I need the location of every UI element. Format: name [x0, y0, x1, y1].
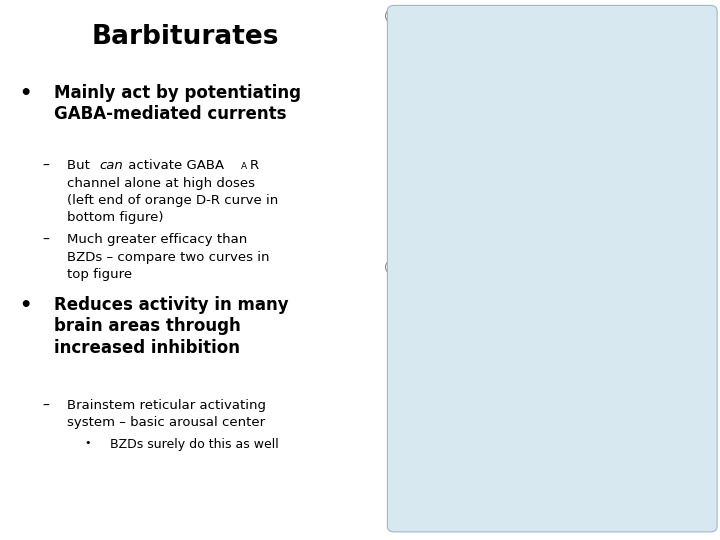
- Text: GABA +
maximal
midazolam: GABA + maximal midazolam: [530, 345, 572, 375]
- Text: •: •: [19, 296, 32, 315]
- Text: R: R: [250, 159, 258, 172]
- Text: Low GABA +
midazolam: Low GABA + midazolam: [439, 157, 487, 176]
- Text: GABA alone: GABA alone: [624, 429, 669, 438]
- Text: •: •: [19, 84, 32, 103]
- Text: BZDs surely do this as well: BZDs surely do this as well: [109, 438, 279, 451]
- Text: Low GABA
alone: Low GABA alone: [644, 198, 683, 217]
- Text: Barbiturates: Barbiturates: [91, 24, 279, 50]
- Text: top figure: top figure: [68, 268, 132, 281]
- Y-axis label: Cl⁻ current (% maximum): Cl⁻ current (% maximum): [400, 328, 410, 444]
- Text: But: But: [68, 159, 94, 172]
- Text: A: A: [388, 11, 397, 21]
- Text: bottom figure): bottom figure): [68, 211, 164, 224]
- Text: system – basic arousal center: system – basic arousal center: [68, 416, 266, 429]
- Text: Low GABA +
pentobarbital: Low GABA + pentobarbital: [582, 68, 634, 86]
- Text: GABA + high-dose
pentobarbital: GABA + high-dose pentobarbital: [442, 326, 512, 345]
- Text: BZDs – compare two curves in: BZDs – compare two curves in: [68, 251, 270, 264]
- Text: Brainstem reticular activating: Brainstem reticular activating: [68, 399, 266, 411]
- Text: –: –: [42, 233, 49, 247]
- X-axis label: GABA (Molar): GABA (Molar): [539, 511, 599, 521]
- Text: activate GABA: activate GABA: [124, 159, 224, 172]
- Text: can: can: [99, 159, 123, 172]
- Text: A: A: [240, 162, 247, 171]
- Text: B: B: [388, 262, 397, 272]
- Text: •: •: [85, 438, 91, 449]
- Text: Much greater efficacy than: Much greater efficacy than: [68, 233, 248, 246]
- Y-axis label: Cl⁻ current (% maximum): Cl⁻ current (% maximum): [400, 77, 410, 193]
- X-axis label: Midazolam or pentobarbital (Molar): Midazolam or pentobarbital (Molar): [489, 260, 649, 269]
- Text: channel alone at high doses: channel alone at high doses: [68, 177, 256, 190]
- Text: Mainly act by potentiating
GABA-mediated currents: Mainly act by potentiating GABA-mediated…: [54, 84, 301, 123]
- Text: –: –: [42, 159, 49, 173]
- Text: –: –: [42, 399, 49, 413]
- Text: Reduces activity in many
brain areas through
increased inhibition: Reduces activity in many brain areas thr…: [54, 296, 289, 357]
- Text: (left end of orange D-R curve in: (left end of orange D-R curve in: [68, 194, 279, 207]
